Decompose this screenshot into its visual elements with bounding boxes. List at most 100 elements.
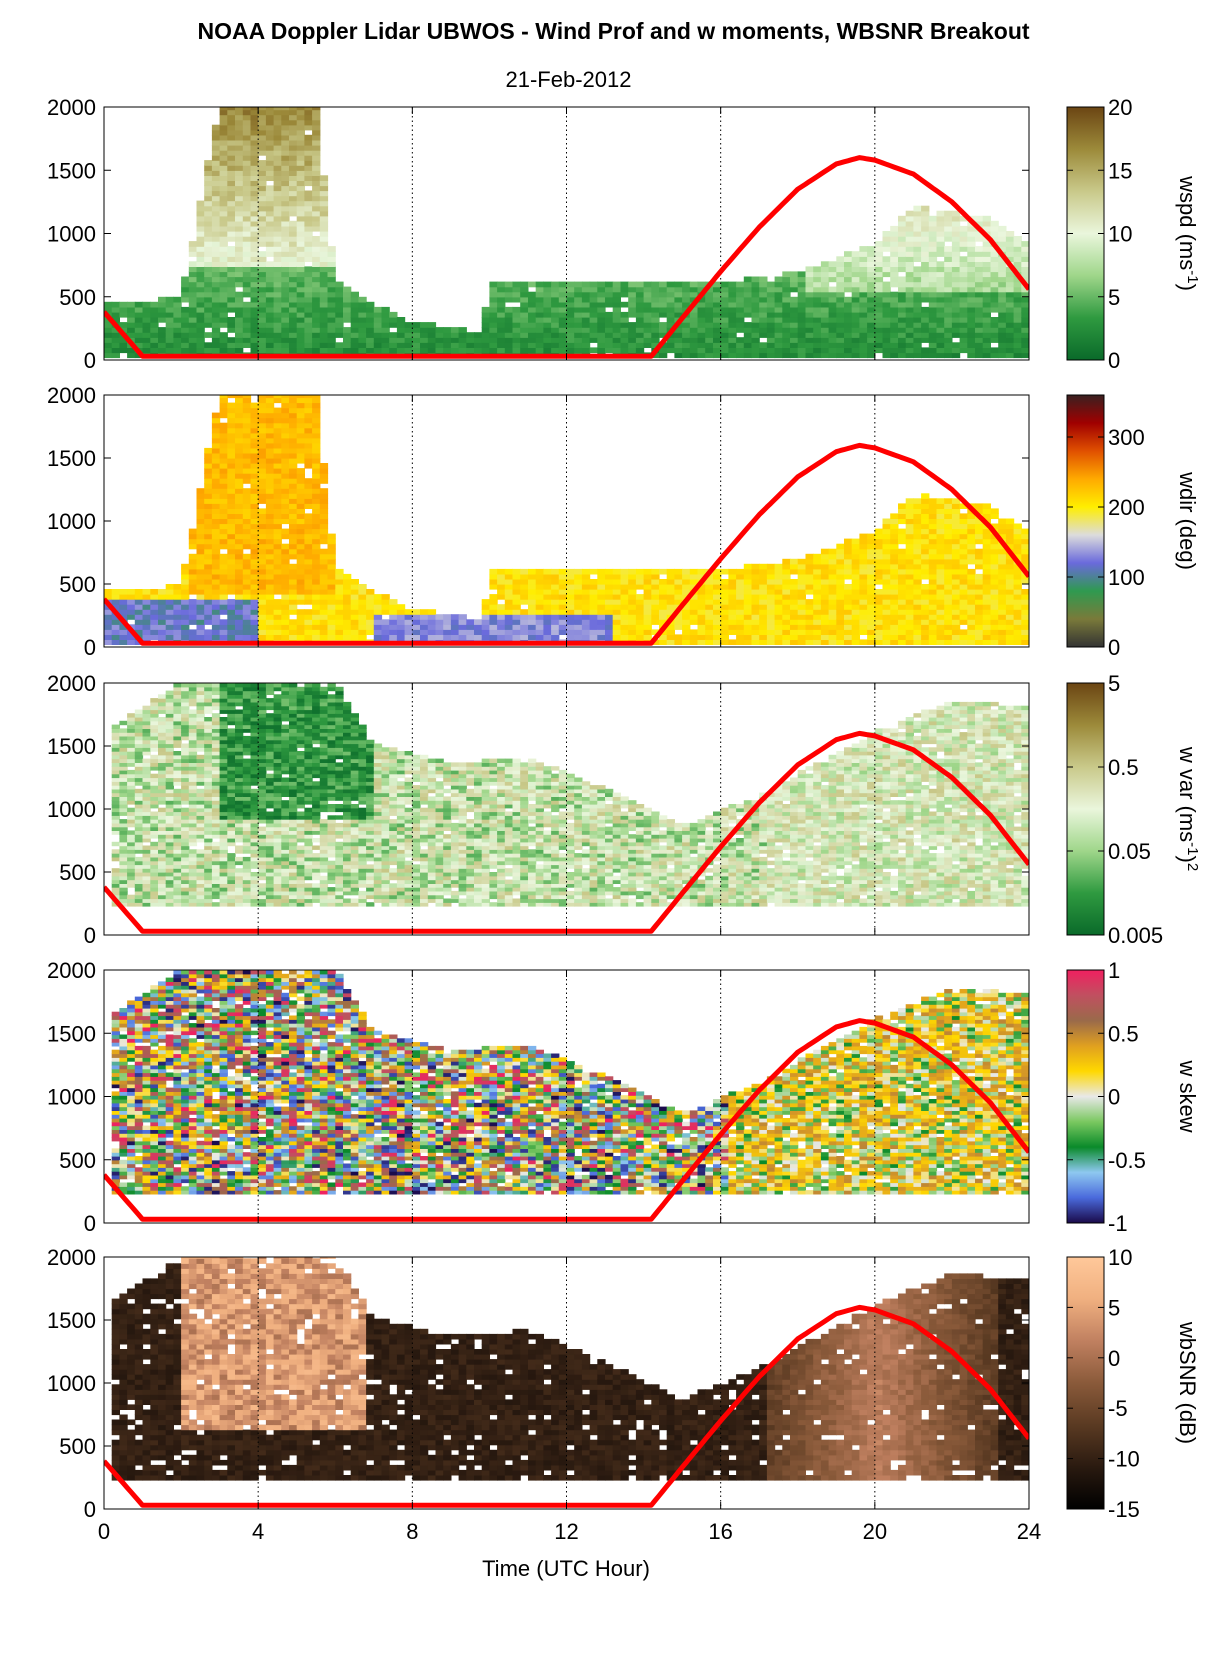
- heatmap-cell: [1013, 639, 1022, 645]
- heatmap-cell: [242, 427, 252, 434]
- heatmap-cell: [581, 311, 591, 318]
- heatmap-cell: [990, 301, 999, 308]
- heatmap-cell: [304, 538, 313, 545]
- heatmap-cell: [790, 568, 799, 575]
- heatmap-cell: [227, 493, 236, 499]
- heatmap-cell: [119, 639, 128, 645]
- heatmap-cell: [990, 634, 999, 640]
- heatmap-cell: [250, 311, 259, 318]
- heatmap-cell: [1005, 614, 1015, 620]
- heatmap-cell: [258, 210, 267, 217]
- heatmap-cell: [975, 311, 984, 318]
- heatmap-cell: [512, 286, 521, 293]
- heatmap-cell: [427, 629, 437, 635]
- heatmap-cell: [643, 296, 652, 303]
- heatmap-cell: [782, 589, 791, 595]
- heatmap-cell: [1021, 311, 1029, 318]
- heatmap-cell: [389, 342, 398, 348]
- heatmap-cell: [882, 624, 891, 630]
- heatmap-cell: [142, 634, 151, 640]
- heatmap-cell: [998, 579, 1007, 585]
- heatmap-cell: [204, 220, 213, 227]
- heatmap-cell: [666, 347, 675, 354]
- heatmap-cell: [967, 342, 976, 348]
- heatmap-cell: [828, 337, 837, 343]
- heatmap-cell: [1021, 558, 1029, 565]
- heatmap-cell: [928, 563, 938, 570]
- heatmap-cell: [235, 296, 244, 303]
- heatmap-cell: [643, 604, 652, 610]
- heatmap-cell: [982, 609, 991, 615]
- heatmap-cell: [142, 301, 151, 308]
- heatmap-cell: [967, 528, 976, 535]
- heatmap-cell: [975, 553, 984, 560]
- heatmap-cell: [936, 594, 945, 600]
- heatmap-cell: [867, 271, 876, 278]
- heatmap-cell: [959, 332, 968, 338]
- heatmap-cell: [528, 291, 537, 298]
- heatmap-cell: [874, 306, 884, 313]
- heatmap-cell: [936, 624, 945, 630]
- heatmap-cell: [620, 573, 629, 580]
- heatmap-cell: [874, 291, 884, 298]
- heatmap-cell: [951, 215, 961, 222]
- heatmap-cell: [736, 291, 745, 298]
- heatmap-cell: [489, 311, 498, 318]
- heatmap-cell: [281, 119, 290, 126]
- heatmap-cell: [998, 286, 1007, 293]
- heatmap-cell: [990, 538, 999, 545]
- heatmap-cell: [265, 139, 275, 146]
- heatmap-cell: [481, 327, 490, 333]
- heatmap-cell: [936, 347, 945, 354]
- heatmap-cell: [312, 458, 321, 464]
- heatmap-cell: [235, 538, 244, 545]
- heatmap-cell: [551, 573, 560, 580]
- heatmap-cell: [635, 624, 645, 630]
- heatmap-cell: [319, 558, 329, 565]
- heatmap-cell: [597, 589, 606, 595]
- heatmap-cell: [797, 276, 806, 283]
- heatmap-cell: [427, 342, 437, 348]
- heatmap-cell: [450, 347, 460, 354]
- heatmap-cell: [173, 347, 182, 354]
- heatmap-cell: [335, 629, 344, 635]
- heatmap-cell: [481, 619, 490, 625]
- heatmap-cell: [389, 634, 398, 640]
- heatmap-cell: [1005, 256, 1015, 262]
- heatmap-cell: [751, 579, 760, 585]
- heatmap-cell: [373, 609, 383, 615]
- heatmap-cell: [319, 488, 329, 494]
- heatmap-cell: [235, 150, 244, 156]
- heatmap-cell: [304, 543, 313, 550]
- heatmap-cell: [296, 568, 305, 575]
- heatmap-cell: [265, 548, 275, 555]
- heatmap-cell: [343, 291, 352, 298]
- heatmap-cell: [242, 538, 252, 545]
- heatmap-cell: [427, 609, 437, 615]
- heatmap-cell: [1029, 297, 1037, 303]
- heatmap-cell: [951, 301, 961, 308]
- heatmap-cell: [790, 337, 799, 343]
- heatmap-cell: [265, 200, 275, 207]
- heatmap-cell: [258, 533, 267, 540]
- heatmap-cell: [528, 317, 537, 323]
- heatmap-cell: [635, 584, 645, 590]
- heatmap-cell: [289, 119, 298, 126]
- heatmap-cell: [258, 145, 267, 151]
- heatmap-cell: [890, 543, 899, 550]
- heatmap-cell: [975, 533, 984, 540]
- heatmap-cell: [158, 317, 167, 323]
- heatmap-cell: [281, 468, 290, 474]
- heatmap-cell: [620, 594, 629, 600]
- heatmap-cell: [1021, 624, 1029, 630]
- heatmap-cell: [265, 170, 275, 176]
- heatmap-cell: [1021, 327, 1029, 333]
- heatmap-cell: [705, 296, 714, 303]
- heatmap-cell: [859, 271, 868, 278]
- heatmap-cell: [936, 332, 945, 338]
- heatmap-cell: [219, 432, 228, 439]
- heatmap-cell: [921, 210, 930, 217]
- heatmap-cell: [319, 347, 329, 354]
- heatmap-cell: [281, 488, 290, 494]
- heatmap-cell: [281, 107, 290, 111]
